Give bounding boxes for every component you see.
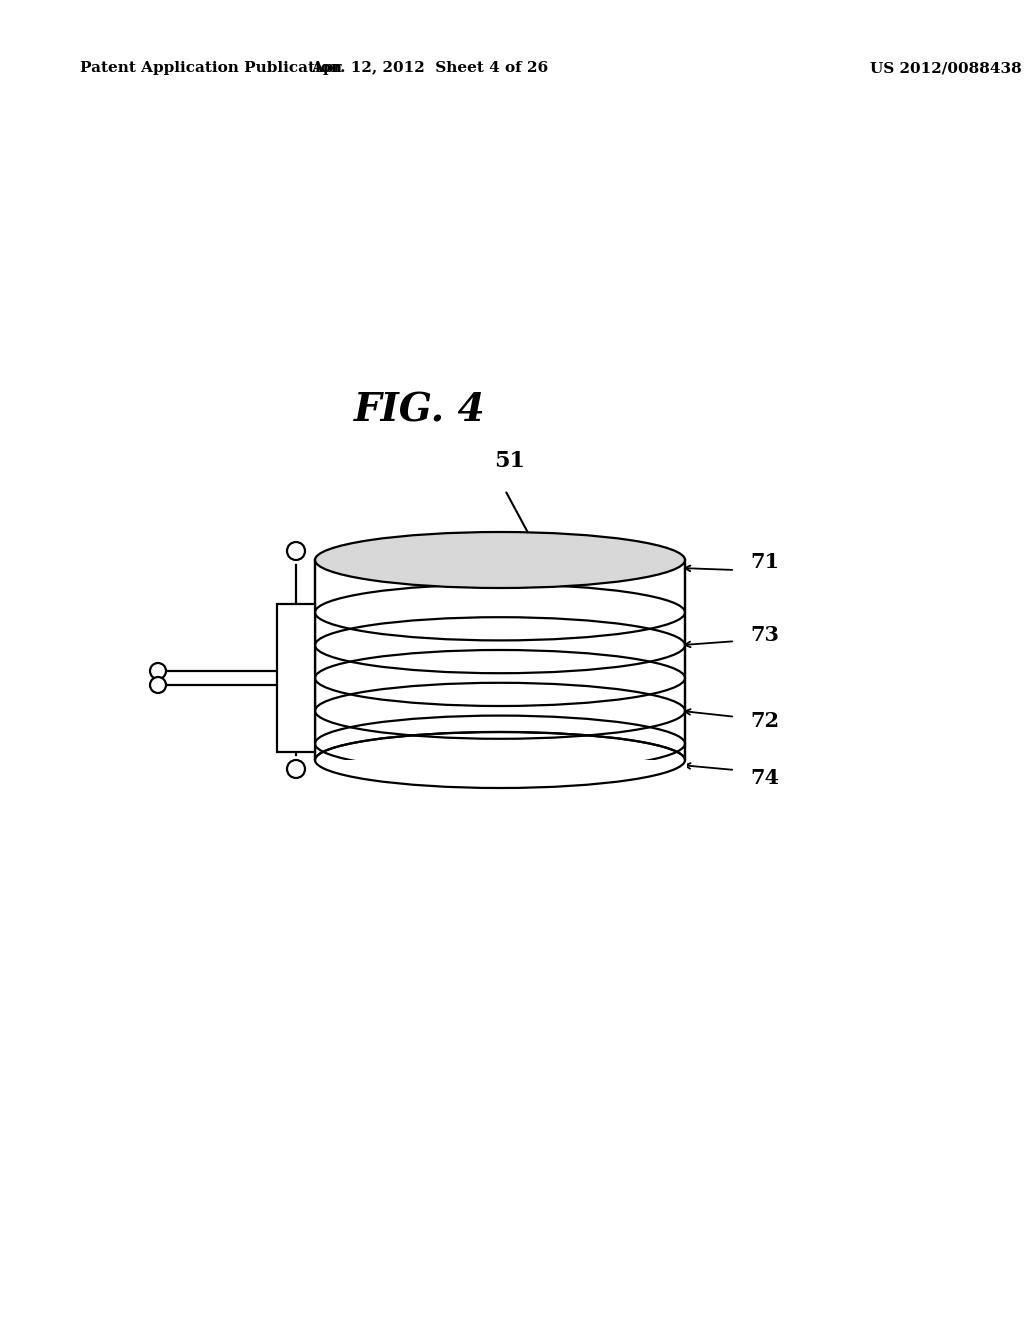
Text: 73: 73 [750,626,779,645]
Bar [313,760,687,789]
Bar [315,560,685,760]
Text: 71: 71 [750,552,779,572]
Text: US 2012/0088438 A1: US 2012/0088438 A1 [870,61,1024,75]
Circle shape [287,543,305,560]
Circle shape [287,760,305,777]
Text: 74: 74 [750,768,779,788]
Circle shape [150,677,166,693]
Text: 51: 51 [495,450,525,473]
Text: 72: 72 [750,710,779,731]
Text: FIG. 4: FIG. 4 [354,391,485,429]
Text: Patent Application Publication: Patent Application Publication [80,61,342,75]
Text: Apr. 12, 2012  Sheet 4 of 26: Apr. 12, 2012 Sheet 4 of 26 [311,61,549,75]
Bar [278,605,315,752]
Ellipse shape [315,532,685,587]
Circle shape [150,663,166,678]
Ellipse shape [315,733,685,788]
